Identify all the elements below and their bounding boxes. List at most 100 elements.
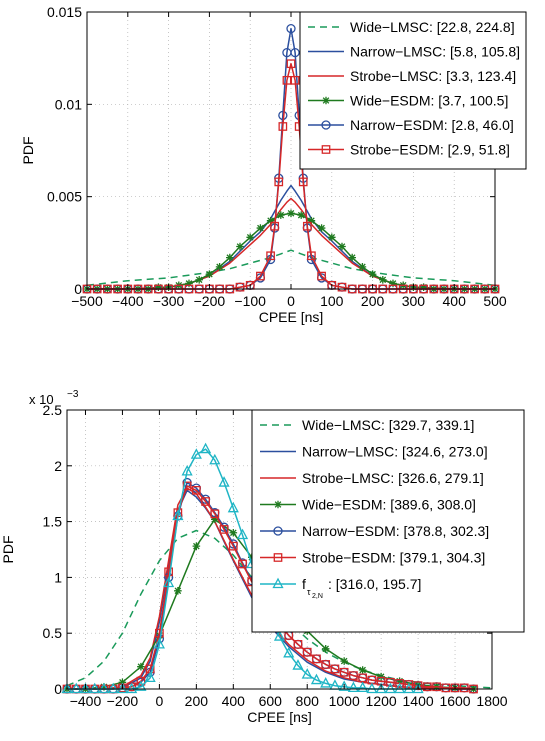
data-point bbox=[153, 637, 165, 649]
legend-marker bbox=[273, 526, 283, 536]
data-point bbox=[298, 177, 308, 187]
chart-2: −400 −200 0 200 400 600 800 1000 1200 1400 1600 180… bbox=[0, 389, 525, 725]
data-point bbox=[389, 279, 397, 288]
data-point bbox=[116, 682, 129, 694]
legend-item: Strobe−ESDM: [379.1, 304.3] bbox=[260, 550, 485, 566]
data-point bbox=[349, 671, 358, 680]
legend-item: Narrow−ESDM: [2.8, 46.0] bbox=[308, 117, 514, 133]
data-point bbox=[256, 271, 265, 281]
data-point bbox=[100, 682, 108, 691]
legend: Wide−LMSC: [22.8, 224.8] Narrow−LMSC: [5.… bbox=[299, 11, 527, 170]
data-point bbox=[273, 630, 286, 641]
data-point bbox=[144, 671, 156, 682]
data-point bbox=[98, 682, 110, 694]
y-exponent-power: −3 bbox=[67, 389, 79, 400]
legend-item: Wide−ESDM: [3.7, 100.5] bbox=[308, 93, 508, 109]
data-point bbox=[236, 242, 244, 251]
legend-label: Wide−ESDM: [3.7, 100.5] bbox=[350, 93, 508, 109]
x-tick-label: 1800 bbox=[476, 693, 507, 709]
x-tick-label: −200 bbox=[107, 693, 139, 709]
legend-item: Wide−LMSC: [329.7, 339.1] bbox=[260, 417, 474, 433]
data-point bbox=[337, 282, 347, 292]
x-tick-label: 100 bbox=[320, 293, 344, 309]
legend-item: Wide−LMSC: [22.8, 224.8] bbox=[308, 19, 515, 35]
data-point bbox=[136, 676, 146, 686]
data-point bbox=[422, 682, 432, 692]
data-point bbox=[366, 682, 378, 694]
data-point bbox=[210, 509, 220, 519]
data-point bbox=[302, 221, 312, 231]
data-point bbox=[339, 667, 349, 677]
x-tick-label: −500 bbox=[71, 293, 103, 309]
data-point bbox=[191, 486, 201, 495]
x-tick-label: 1200 bbox=[366, 693, 397, 709]
data-point bbox=[412, 682, 424, 694]
data-point bbox=[229, 528, 238, 537]
data-point bbox=[192, 542, 201, 550]
x-tick-label: 300 bbox=[402, 293, 426, 309]
y-axis-label: PDF bbox=[0, 536, 16, 564]
x-axis-label: CPEE [ns] bbox=[247, 709, 312, 725]
legend-label: Strobe−ESDM: [379.1, 304.3] bbox=[302, 550, 485, 566]
data-point bbox=[211, 515, 219, 524]
data-point bbox=[236, 528, 249, 540]
legend-label: Wide−ESDM: [389.6, 308.0] bbox=[302, 497, 476, 513]
x-tick-label: −100 bbox=[234, 293, 266, 309]
data-point bbox=[317, 271, 326, 281]
legend-item: Wide−ESDM: [389.6, 308.0] bbox=[260, 497, 476, 513]
legend-marker bbox=[274, 500, 282, 509]
data-point bbox=[330, 664, 340, 674]
data-point bbox=[228, 541, 238, 551]
data-point bbox=[209, 453, 221, 465]
data-point bbox=[338, 680, 350, 691]
data-point bbox=[61, 682, 73, 694]
legend-label: Strobe−LMSC: [3.3, 123.4] bbox=[350, 68, 516, 84]
y-tick-label: 0.005 bbox=[47, 189, 82, 205]
legend-item: Narrow−ESDM: [378.8, 302.3] bbox=[260, 523, 489, 539]
legend-label-rest: : [316.0, 195.7] bbox=[328, 576, 421, 592]
legend-item: Strobe−LMSC: [3.3, 123.4] bbox=[308, 68, 516, 84]
data-point bbox=[358, 666, 367, 674]
data-point bbox=[290, 47, 300, 58]
data-point bbox=[282, 75, 292, 85]
data-point bbox=[340, 657, 348, 665]
data-point bbox=[301, 668, 313, 679]
data-point bbox=[290, 75, 300, 85]
x-tick-label: 1400 bbox=[403, 693, 434, 709]
x-axis-label: CPEE [ns] bbox=[259, 309, 324, 325]
legend-item: Narrow−LMSC: [324.6, 273.0] bbox=[260, 444, 488, 460]
data-point bbox=[201, 497, 210, 506]
data-point bbox=[321, 660, 331, 669]
x-tick-label: 200 bbox=[361, 293, 385, 309]
y-exponent-label: x 10 bbox=[29, 392, 54, 407]
ticks: −500 −400 −300 −200 −100 0 100 200 300 400 500 0 0.0… bbox=[47, 4, 507, 309]
data-point bbox=[379, 275, 387, 284]
data-point bbox=[256, 224, 265, 232]
series-1 bbox=[86, 249, 496, 287]
legend-marker bbox=[321, 145, 331, 154]
y-tick-label: 0 bbox=[54, 681, 62, 697]
data-point bbox=[266, 251, 275, 261]
legend-marker bbox=[273, 553, 283, 562]
y-tick-label: 2.5 bbox=[43, 402, 63, 418]
data-point bbox=[118, 678, 127, 687]
data-point bbox=[137, 662, 145, 671]
data-point bbox=[126, 682, 138, 694]
data-point bbox=[226, 253, 234, 262]
legend-marker bbox=[321, 120, 331, 130]
data-point bbox=[154, 283, 163, 291]
legend-marker bbox=[322, 96, 330, 105]
x-tick-label: 800 bbox=[296, 693, 320, 709]
data-point bbox=[321, 645, 330, 653]
data-point bbox=[215, 263, 224, 271]
legend-label: Narrow−LMSC: [5.8, 105.8] bbox=[350, 44, 520, 60]
data-point bbox=[274, 177, 284, 187]
data-point bbox=[195, 275, 203, 284]
legend-box bbox=[299, 11, 527, 170]
data-point bbox=[205, 270, 214, 279]
data-point bbox=[459, 683, 469, 693]
legend-item: Narrow−LMSC: [5.8, 105.8] bbox=[308, 44, 520, 60]
x-tick-label: −300 bbox=[153, 293, 185, 309]
data-point bbox=[277, 211, 285, 219]
